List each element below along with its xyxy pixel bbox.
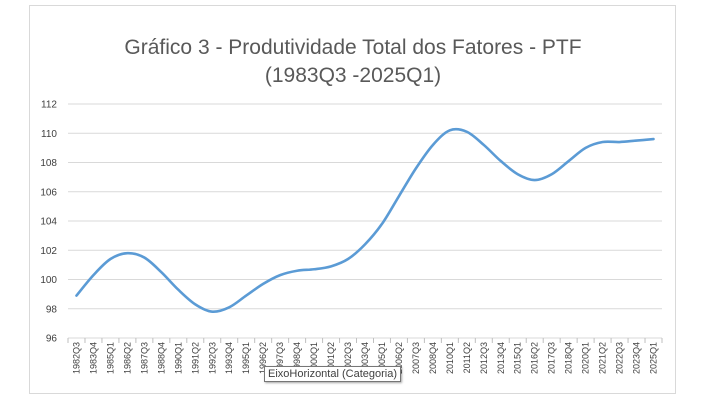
x-tick-label: 2005Q1 [377,342,387,374]
x-tick-label: 2016Q2 [530,342,540,374]
x-tick-label: 2025Q1 [649,342,659,374]
x-tick-label: 2018Q4 [564,342,574,374]
data-point [364,243,366,245]
data-point [347,258,349,260]
data-point [432,144,434,146]
data-point [550,173,552,175]
x-tick-label: 2017Q3 [547,342,557,374]
data-point [194,303,196,305]
data-point [262,283,264,285]
data-point [381,223,383,225]
x-tick-label: 2015Q1 [513,342,523,374]
data-point [601,141,603,143]
data-point [313,268,315,270]
x-tick-label: 2006Q2 [394,342,404,374]
data-point [160,271,162,273]
data-point [109,258,111,260]
data-point [126,252,128,254]
data-point [618,141,620,143]
x-tick-label: 2002Q3 [343,342,353,374]
axis-tooltip: EixoHorizontal (Categoria) [264,366,401,382]
x-tick-label: 1987Q3 [139,342,149,374]
data-point [534,179,536,181]
data-point [398,195,400,197]
data-point [567,160,569,162]
data-point [635,139,637,141]
x-tick-label: 1990Q1 [173,342,183,374]
x-tick-label: 2003Q4 [360,342,370,374]
data-point [245,294,247,296]
data-point [92,274,94,276]
x-tick-label: 1985Q1 [105,342,115,374]
y-tick-label: 98 [46,304,58,315]
x-tick-label: 2021Q2 [598,342,608,374]
x-tick-label: 1991Q2 [190,342,200,374]
x-tick-label: 1998Q4 [292,342,302,374]
data-point [466,131,468,133]
data-point [415,167,417,169]
x-tick-label: 2020Q1 [581,342,591,374]
x-tick-label: 2011Q2 [462,342,472,373]
data-point [75,294,77,296]
data-point [584,147,586,149]
x-tick-label: 2023Q4 [632,342,642,374]
x-tick-label: 1986Q2 [122,342,132,374]
data-point [500,160,502,162]
x-tick-label: 2008Q4 [428,342,438,374]
y-tick-label: 96 [46,334,58,345]
chart-title-line: (1983Q3 -2025Q1) [265,64,441,87]
series-line [75,127,655,314]
x-tick-label: 1997Q3 [275,342,285,374]
data-point [449,129,451,131]
x-tick-label: 2001Q2 [326,342,336,374]
y-tick-label: 100 [40,275,57,286]
x-tick-label: 2000Q1 [309,342,319,374]
y-tick-label: 108 [40,158,57,169]
chart-area [29,5,676,394]
data-point [177,289,179,291]
data-point [279,274,281,276]
x-tick-label: 2012Q3 [479,342,489,374]
data-point [652,138,654,140]
data-point [228,306,230,308]
data-point [296,270,298,272]
x-tick-label: 1996Q2 [258,342,268,374]
data-point [143,256,145,258]
data-point [211,310,213,312]
x-tick-label: 1992Q3 [207,342,217,374]
x-tick-label: 2007Q3 [411,342,421,374]
x-tick-label: 2010Q1 [445,342,455,374]
y-tick-label: 102 [40,246,57,257]
x-tick-label: 2022Q3 [615,342,625,374]
x-tick-label: 1995Q1 [241,342,251,374]
x-tick-label: 1988Q4 [156,342,166,374]
x-tick-label: 1993Q4 [224,342,234,374]
y-tick-label: 106 [40,187,57,198]
data-point [483,144,485,146]
data-point [330,265,332,267]
chart-title-line: Gráfico 3 - Produtividade Total dos Fato… [124,36,581,59]
x-tick-label: 2013Q4 [496,342,506,374]
y-tick-label: 104 [40,217,57,228]
data-point [517,173,519,175]
x-tick-label: 1982Q3 [71,342,81,374]
y-tick-label: 112 [41,100,57,111]
x-tick-label: 1983Q4 [88,342,98,374]
y-tick-label: 110 [41,129,57,140]
